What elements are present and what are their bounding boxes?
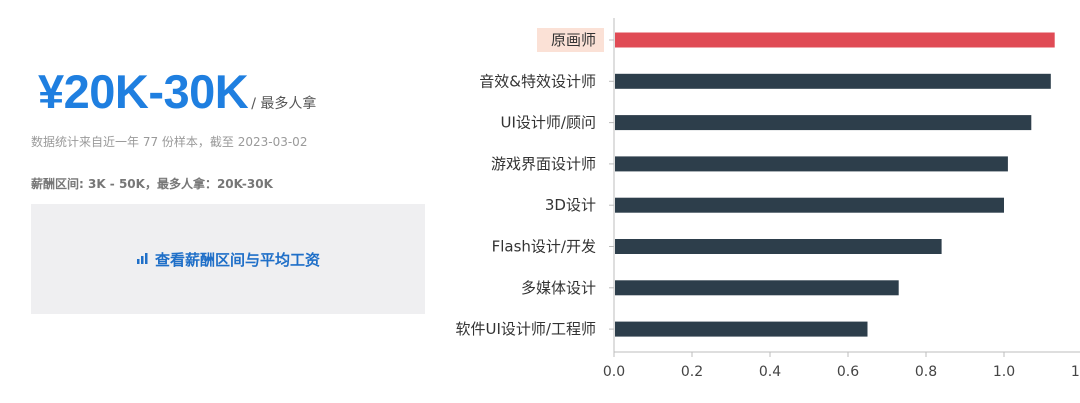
category-label: 软件UI设计师/工程师 xyxy=(456,320,596,338)
bar xyxy=(615,32,1055,48)
highlight-label-bg xyxy=(537,28,604,52)
view-salary-range-button[interactable]: 查看薪酬区间与平均工资 xyxy=(31,204,425,314)
bar xyxy=(615,73,1051,89)
bar xyxy=(615,156,1008,172)
cta-content: 查看薪酬区间与平均工资 xyxy=(136,249,320,270)
salary-panel: ¥20K-30K / 最多人拿 数据统计来自近一年 77 份样本，截至 2023-… xyxy=(0,0,440,403)
x-tick-label: 1.0 xyxy=(993,364,1015,380)
bar xyxy=(615,239,942,254)
bar-chart-icon xyxy=(136,250,150,268)
x-tick-label: 0.8 xyxy=(915,364,937,380)
x-tick-label: 0.2 xyxy=(681,364,703,380)
category-label: 3D设计 xyxy=(545,196,596,214)
x-tick-label: 0.0 xyxy=(603,364,625,380)
cta-label: 查看薪酬区间与平均工资 xyxy=(154,250,320,269)
bar xyxy=(615,115,1032,131)
salary-amount: ¥20K-30K xyxy=(38,65,249,118)
bar xyxy=(615,197,1004,213)
category-label: 多媒体设计 xyxy=(521,279,596,297)
category-label: 音效&特效设计师 xyxy=(479,72,596,90)
salary-range-note: 薪酬区间: 3K - 50K，最多人拿：20K-30K xyxy=(31,177,273,191)
bar xyxy=(615,280,899,296)
x-tick-label: 0.6 xyxy=(837,364,859,380)
category-label: 游戏界面设计师 xyxy=(491,155,596,173)
bar xyxy=(615,321,868,337)
category-label: 原画师 xyxy=(551,31,596,49)
x-tick-label: 0.4 xyxy=(759,364,781,380)
category-label: UI设计师/顾问 xyxy=(501,114,596,132)
category-label: Flash设计/开发 xyxy=(492,238,596,256)
salary-suffix: / 最多人拿 xyxy=(251,96,317,112)
x-tick-label: 1.2 xyxy=(1071,364,1080,380)
salary-headline: ¥20K-30K / 最多人拿 xyxy=(38,64,316,119)
sample-note: 数据统计来自近一年 77 份样本，截至 2023-03-02 xyxy=(31,135,308,149)
